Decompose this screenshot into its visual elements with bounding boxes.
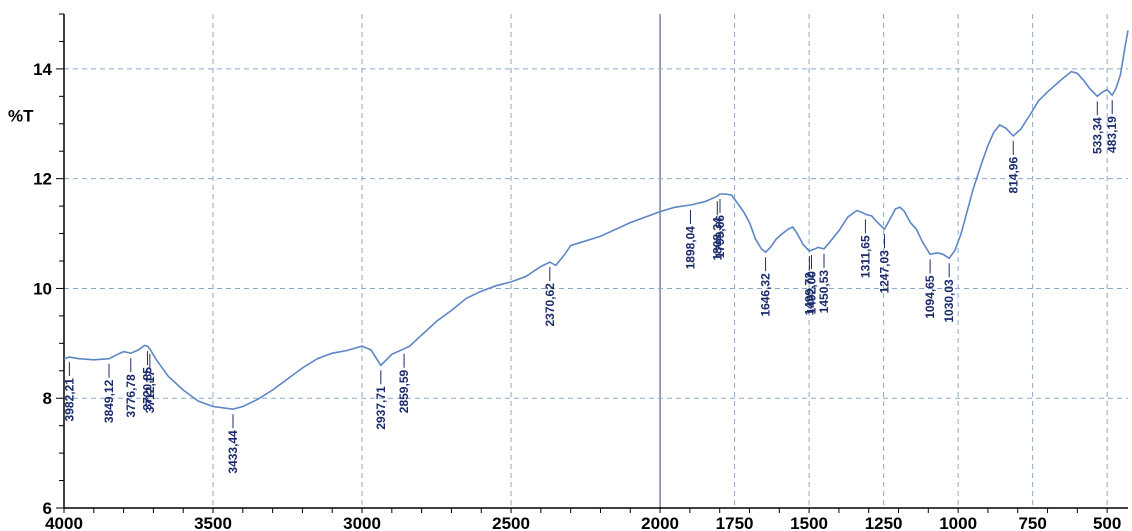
peak-label: 1646,32 — [759, 273, 773, 317]
peak-label: 3720,85 — [140, 367, 154, 411]
x-tick-label: 1750 — [716, 514, 754, 531]
peak-annotation: 3776,78 — [124, 358, 138, 418]
peak-annotation: 2370,62 — [543, 267, 557, 326]
series — [63, 30, 1129, 411]
peak-annotation: 1898,04 — [683, 210, 697, 269]
x-tick-label: 3500 — [194, 514, 232, 531]
peak-label: 1030,03 — [942, 279, 956, 323]
peak-annotation: 1311,65 — [858, 219, 872, 278]
spectrum-line-0 — [63, 30, 1129, 411]
peak-annotation: 3720,85 — [140, 351, 154, 410]
x-tick-label: 3000 — [343, 514, 381, 531]
x-tick-label: 1500 — [790, 514, 828, 531]
y-tick-label: 14 — [33, 60, 52, 79]
peak-annotation: 3433,44 — [226, 414, 240, 474]
y-tick-label: 8 — [43, 389, 52, 408]
x-tick-label: 1250 — [865, 514, 903, 531]
peak-annotation: 1030,03 — [942, 263, 956, 323]
x-tick-label: 750 — [1018, 514, 1046, 531]
peak-annotation: 1799,66 — [713, 199, 727, 258]
peak-label: 3982,21 — [62, 378, 76, 422]
peak-annotation: 1646,32 — [759, 257, 773, 317]
peak-label: 1311,65 — [858, 235, 872, 278]
y-axis-label: %T — [8, 107, 34, 126]
peak-label: 1499,72 — [802, 272, 816, 316]
x-tick-label: 2500 — [492, 514, 530, 531]
peak-label: 1799,66 — [713, 215, 727, 259]
peak-label: 1492,00 — [804, 271, 818, 315]
peak-annotation: 3849,12 — [102, 363, 116, 423]
peak-annotation: 1094,65 — [923, 259, 937, 319]
peak-label: 814,96 — [1006, 157, 1020, 194]
peak-annotation: 1492,00 — [804, 255, 818, 314]
peak-label: 1808,34 — [710, 217, 724, 261]
peak-label: 1898,04 — [683, 226, 697, 270]
x-tick-label: 500 — [1093, 514, 1121, 531]
peak-label: 3849,12 — [102, 379, 116, 423]
grid — [64, 14, 1128, 508]
peak-annotation: 483,19 — [1105, 100, 1119, 153]
axes — [56, 13, 1128, 513]
peak-label: 1094,65 — [923, 275, 937, 319]
peak-label: 533,34 — [1090, 117, 1104, 154]
peak-label: 2370,62 — [543, 283, 557, 327]
x-tick-label: 4000 — [45, 514, 83, 531]
peak-annotation: 3982,21 — [62, 362, 76, 421]
peak-annotation: 2937,71 — [374, 370, 388, 430]
peak-annotation: 1247,03 — [878, 234, 892, 294]
peak-label: 3712,17 — [143, 370, 157, 414]
peak-annotation: 1499,72 — [802, 256, 816, 316]
peak-label: 3433,44 — [226, 430, 240, 474]
peak-label: 1450,53 — [817, 270, 831, 314]
y-tick-label: 6 — [43, 499, 52, 518]
peak-annotation: 533,34 — [1090, 101, 1104, 154]
peak-annotation: 1808,34 — [710, 201, 724, 261]
peak-annotation: 3712,17 — [143, 353, 157, 414]
x-tick-label: 1000 — [939, 514, 977, 531]
peak-label: 2937,71 — [374, 386, 388, 430]
peak-annotation: 814,96 — [1006, 140, 1020, 194]
x-tick-label: 2000 — [641, 514, 679, 531]
peak-label: 483,19 — [1105, 116, 1119, 153]
tick-labels: 4000 3500 3000 2500 2000 1750 1500 1250 1000 750 5… — [33, 60, 1121, 531]
peak-label: 1247,03 — [878, 250, 892, 294]
peak-annotation: 2859,59 — [397, 353, 411, 414]
peak-annotation: 1450,53 — [817, 253, 831, 314]
y-tick-label: 12 — [33, 170, 52, 189]
y-tick-label: 10 — [33, 279, 52, 298]
peak-label: 3776,78 — [124, 374, 138, 418]
peak-label: 2859,59 — [397, 370, 411, 414]
